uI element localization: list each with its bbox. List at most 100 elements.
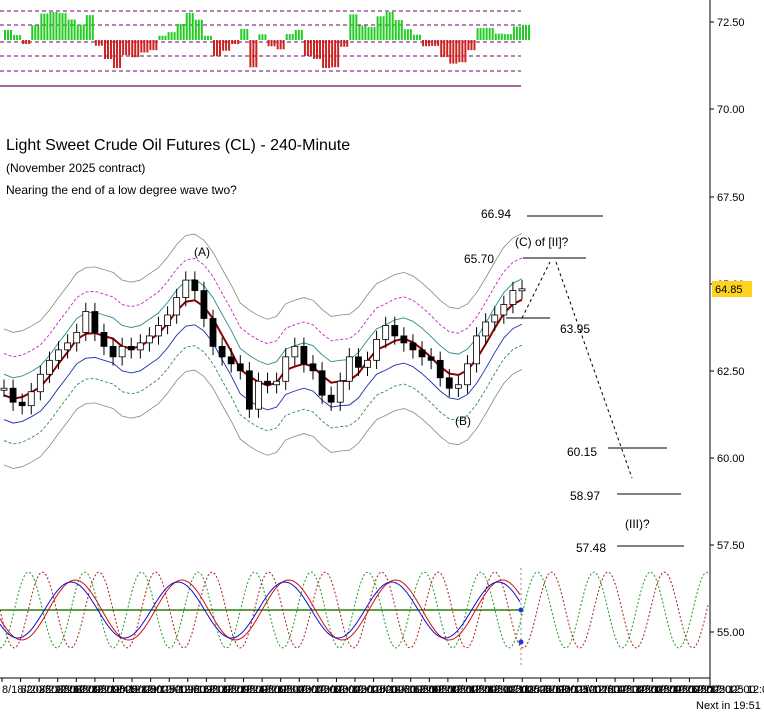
oscillator-bar bbox=[97, 40, 100, 46]
x-tick-label: 10/24/2025 12:00 bbox=[448, 684, 534, 696]
oscillator-bar bbox=[67, 19, 70, 40]
oscillator-bar bbox=[288, 34, 291, 40]
oscillator-bar bbox=[297, 29, 300, 40]
oscillator-bar bbox=[482, 28, 485, 40]
oscillator-bar bbox=[388, 12, 391, 40]
candle-body bbox=[454, 384, 462, 389]
oscillator-bar bbox=[325, 40, 328, 68]
oscillator-bar bbox=[49, 12, 52, 40]
candle-body bbox=[236, 363, 244, 372]
x-tick-label: 9/10/2025 12:00 bbox=[151, 684, 231, 696]
oscillator-bar bbox=[370, 27, 373, 40]
x-tick-label: 10/30/2025 12:00 bbox=[485, 684, 571, 696]
wave-label-b: (B) bbox=[455, 414, 471, 428]
x-tick-label: 9/26/2025 12:00 bbox=[262, 684, 342, 696]
oscillator-bar bbox=[446, 40, 449, 58]
oscillator-bar bbox=[61, 13, 64, 40]
oscillator-bar bbox=[4, 30, 6, 40]
wave-label-a: (A) bbox=[194, 245, 210, 259]
oscillator-bar bbox=[203, 35, 206, 40]
x-tick-label: 9/30/2025 12:00 bbox=[281, 684, 361, 696]
x-tick-label: 9/8/2025 12:00 bbox=[132, 684, 205, 696]
oscillator-bar bbox=[7, 30, 9, 40]
oscillator-bar bbox=[431, 40, 434, 46]
oscillator-bar bbox=[52, 12, 55, 40]
level-label-63-95: 63.95 bbox=[560, 322, 590, 336]
candle-body bbox=[164, 314, 171, 326]
oscillator-bar bbox=[322, 40, 325, 68]
x-tick-label: 9/16/2025 12:00 bbox=[188, 684, 268, 696]
oscillator-bar bbox=[437, 40, 440, 46]
oscillator-bar bbox=[467, 40, 470, 51]
candle-body bbox=[127, 345, 135, 351]
candle-body bbox=[400, 335, 408, 344]
candle-body bbox=[255, 380, 262, 410]
oscillator-bar bbox=[149, 40, 152, 51]
x-tick-label: 9/24/2025 12:00 bbox=[244, 684, 324, 696]
oscillator-bar bbox=[443, 40, 446, 58]
candle-body bbox=[464, 363, 471, 386]
oscillator-bar bbox=[79, 24, 82, 40]
oscillator-bar bbox=[200, 19, 203, 40]
oscillator-bar bbox=[367, 27, 370, 40]
oscillator-bar bbox=[31, 25, 34, 40]
plot-frame bbox=[0, 0, 711, 688]
oscillator-bar bbox=[358, 25, 361, 40]
oscillator-bar bbox=[434, 40, 437, 46]
candle-body bbox=[273, 380, 281, 386]
x-tick-label: 11/20/2025 12:00 bbox=[634, 684, 719, 696]
candle-body bbox=[55, 349, 62, 361]
candle-body bbox=[227, 356, 235, 365]
x-tick-label: 11/4/2025 12:00 bbox=[522, 684, 601, 696]
lower-outer-band-line bbox=[3, 344, 523, 445]
oscillator-bar bbox=[197, 19, 200, 40]
oscillator-bar bbox=[515, 26, 518, 40]
x-tick-label: 9/18/2025 12:00 bbox=[206, 684, 286, 696]
oscillator-bar bbox=[373, 27, 376, 40]
x-tick-label: 8/18/2025 12:00 bbox=[2, 684, 82, 696]
oscillator-bar bbox=[216, 40, 219, 57]
oscillator-bar bbox=[485, 27, 488, 40]
oscillator-bar bbox=[331, 40, 334, 68]
oscillator-bar bbox=[264, 34, 267, 40]
oscillator-bar bbox=[315, 40, 318, 59]
oscillator-bar bbox=[167, 32, 170, 40]
oscillator-bar bbox=[109, 40, 112, 60]
y-axis: 72.50 70.00 67.50 65.00 62.50 60.00 57.5… bbox=[710, 17, 752, 639]
oscillator-bar bbox=[185, 12, 188, 40]
oscillator-bar bbox=[191, 12, 194, 40]
candle-body bbox=[173, 297, 181, 316]
x-tick-label: 11/24/2025 12:00 bbox=[652, 684, 737, 696]
x-tick-label: 11/10/2025 12:00 bbox=[559, 684, 644, 696]
oscillator-bar bbox=[128, 40, 131, 56]
x-tick-label: 11/14/2025 12:00 bbox=[597, 684, 682, 696]
oscillator-bar bbox=[267, 40, 270, 47]
upper-outer-band-line bbox=[3, 257, 523, 358]
oscillator-bar bbox=[412, 34, 415, 40]
oscillator-bar bbox=[509, 34, 512, 40]
candle-body bbox=[482, 321, 490, 337]
oscillator-bar bbox=[158, 35, 161, 40]
candle-body bbox=[382, 325, 390, 340]
candle-body bbox=[46, 359, 53, 375]
last-price-label: 64.85 bbox=[715, 284, 743, 296]
candle-body bbox=[18, 401, 26, 407]
candle-body bbox=[309, 363, 317, 372]
candle-body bbox=[427, 356, 435, 361]
oscillator-bar bbox=[394, 20, 397, 40]
candle-body bbox=[291, 345, 299, 358]
candle-body bbox=[64, 342, 72, 351]
upper-envelope-line bbox=[3, 233, 523, 333]
oscillator-bar bbox=[222, 40, 225, 51]
oscillator-bar bbox=[425, 40, 428, 47]
oscillator-bar bbox=[291, 34, 294, 40]
x-tick-label: 8/20/2025 12:00 bbox=[21, 684, 101, 696]
level-label-58-97: 58.97 bbox=[570, 489, 600, 503]
candle-body bbox=[364, 359, 371, 368]
oscillator-bar bbox=[58, 13, 61, 40]
candle-body bbox=[82, 311, 90, 333]
oscillator-bar bbox=[334, 40, 337, 68]
candle-body bbox=[518, 288, 526, 292]
candle-body bbox=[146, 335, 153, 344]
oscillator-bar bbox=[409, 29, 412, 40]
